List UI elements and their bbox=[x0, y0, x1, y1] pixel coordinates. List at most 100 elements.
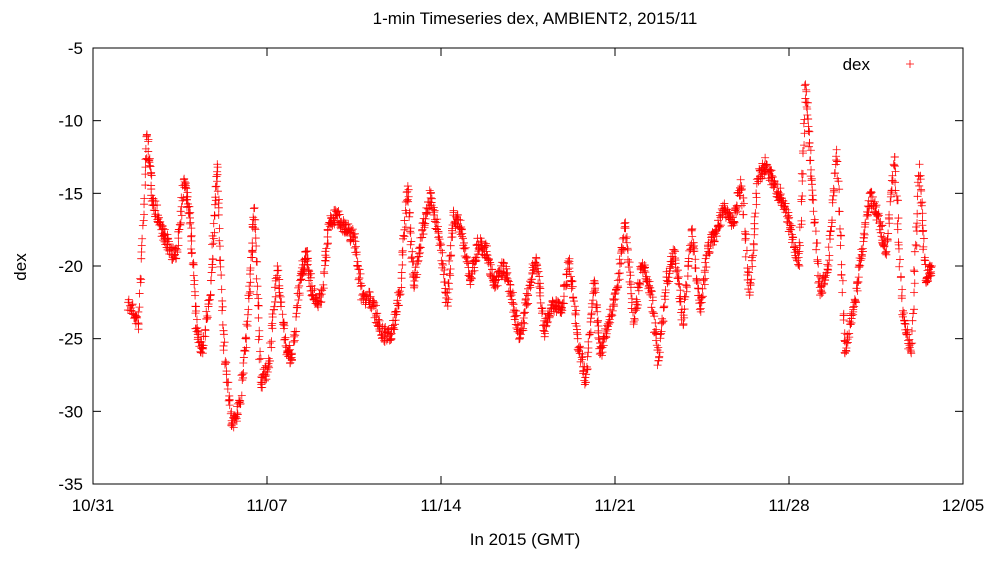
data-point-sample bbox=[565, 267, 574, 276]
data-point-sample bbox=[247, 247, 256, 256]
data-point-sample bbox=[634, 300, 643, 309]
data-point-sample bbox=[585, 330, 594, 339]
data-point-sample bbox=[842, 344, 851, 353]
data-point-sample bbox=[418, 233, 427, 242]
data-point-sample bbox=[177, 193, 186, 202]
data-point-sample bbox=[497, 258, 506, 267]
data-point-sample bbox=[839, 315, 848, 324]
data-point-sample bbox=[543, 318, 552, 327]
data-point-sample bbox=[540, 332, 549, 341]
data-point-sample bbox=[159, 224, 168, 233]
data-point-sample bbox=[149, 194, 158, 203]
data-point-sample bbox=[737, 185, 746, 194]
data-point-sample bbox=[880, 241, 889, 250]
data-point-sample bbox=[425, 186, 434, 195]
data-point-sample bbox=[502, 269, 511, 278]
data-point-sample bbox=[215, 224, 224, 233]
data-point-sample bbox=[589, 289, 598, 298]
data-point-sample bbox=[253, 290, 262, 299]
data-point-sample bbox=[209, 219, 218, 228]
data-point-sample bbox=[910, 288, 919, 297]
data-point-sample bbox=[761, 153, 770, 162]
data-point-sample bbox=[472, 253, 481, 262]
data-point-sample bbox=[374, 315, 383, 324]
data-point-sample bbox=[584, 337, 593, 346]
data-point-sample bbox=[145, 155, 154, 164]
data-point-sample bbox=[218, 296, 227, 305]
data-point-sample bbox=[206, 290, 215, 299]
data-point-sample bbox=[847, 314, 856, 323]
data-point-sample bbox=[520, 308, 529, 317]
data-point-sample bbox=[534, 267, 543, 276]
data-point-sample bbox=[654, 343, 663, 352]
data-point-sample bbox=[507, 295, 516, 304]
data-point-sample bbox=[817, 289, 826, 298]
data-point-sample bbox=[238, 370, 247, 379]
data-point-sample bbox=[366, 303, 375, 312]
data-point-sample bbox=[239, 358, 248, 367]
data-point-sample bbox=[781, 199, 790, 208]
data-point-sample bbox=[440, 278, 449, 287]
data-point-sample bbox=[846, 320, 855, 329]
data-point-sample bbox=[700, 266, 709, 275]
data-point-sample bbox=[884, 229, 893, 238]
data-point-sample bbox=[874, 211, 883, 220]
data-point-sample bbox=[433, 225, 442, 234]
data-point-sample bbox=[673, 266, 682, 275]
data-point-sample bbox=[917, 185, 926, 194]
data-point-sample bbox=[800, 129, 809, 138]
data-point-sample bbox=[267, 337, 276, 346]
data-point-sample bbox=[709, 236, 718, 245]
data-point-sample bbox=[560, 299, 569, 308]
data-point-sample bbox=[443, 302, 452, 311]
data-point-sample bbox=[242, 343, 251, 352]
data-point-sample bbox=[673, 274, 682, 283]
data-point-sample bbox=[654, 356, 663, 365]
data-point-sample bbox=[267, 321, 276, 330]
data-point-sample bbox=[233, 410, 242, 419]
data-point-sample bbox=[767, 171, 776, 180]
data-point-sample bbox=[744, 285, 753, 294]
data-point-sample bbox=[401, 223, 410, 232]
data-point-sample bbox=[433, 222, 442, 231]
x-tick-label: 11/07 bbox=[246, 496, 287, 515]
data-point-sample bbox=[544, 309, 553, 318]
data-point-sample bbox=[279, 320, 288, 329]
data-point-sample bbox=[680, 305, 689, 314]
data-point-sample bbox=[568, 282, 577, 291]
data-point bbox=[149, 196, 158, 205]
data-point-sample bbox=[241, 334, 250, 343]
data-point-sample bbox=[543, 310, 552, 319]
data-point-sample bbox=[153, 201, 162, 210]
data-point-sample bbox=[655, 348, 664, 357]
data-point-sample bbox=[406, 228, 415, 237]
data-point-sample bbox=[663, 279, 672, 288]
data-point-sample bbox=[586, 328, 595, 337]
data-point-sample bbox=[292, 327, 301, 336]
data-point-sample bbox=[520, 319, 529, 328]
data-point-sample bbox=[913, 219, 922, 228]
data-point-sample bbox=[328, 221, 337, 230]
data-point-sample bbox=[156, 220, 165, 229]
data-point-sample bbox=[789, 233, 798, 242]
data-point-sample bbox=[741, 235, 750, 244]
data-point-sample bbox=[302, 255, 311, 264]
data-point-sample bbox=[586, 314, 595, 323]
data-point-sample bbox=[303, 256, 312, 265]
data-point-sample bbox=[192, 307, 201, 316]
data-point-sample bbox=[840, 348, 849, 357]
data-point-sample bbox=[626, 271, 635, 280]
data-point-sample bbox=[493, 281, 502, 290]
data-point-sample bbox=[563, 280, 572, 289]
data-point-sample bbox=[621, 222, 630, 231]
data-point-sample bbox=[248, 246, 257, 255]
data-point-sample bbox=[919, 242, 928, 251]
data-point-sample bbox=[594, 316, 603, 325]
data-point-sample bbox=[291, 331, 300, 340]
data-point-sample bbox=[919, 234, 928, 243]
data-point-sample bbox=[826, 227, 835, 236]
data-point-sample bbox=[701, 274, 710, 283]
data-point-sample bbox=[124, 295, 133, 304]
data-point-sample bbox=[268, 313, 277, 322]
data-point-sample bbox=[415, 252, 424, 261]
